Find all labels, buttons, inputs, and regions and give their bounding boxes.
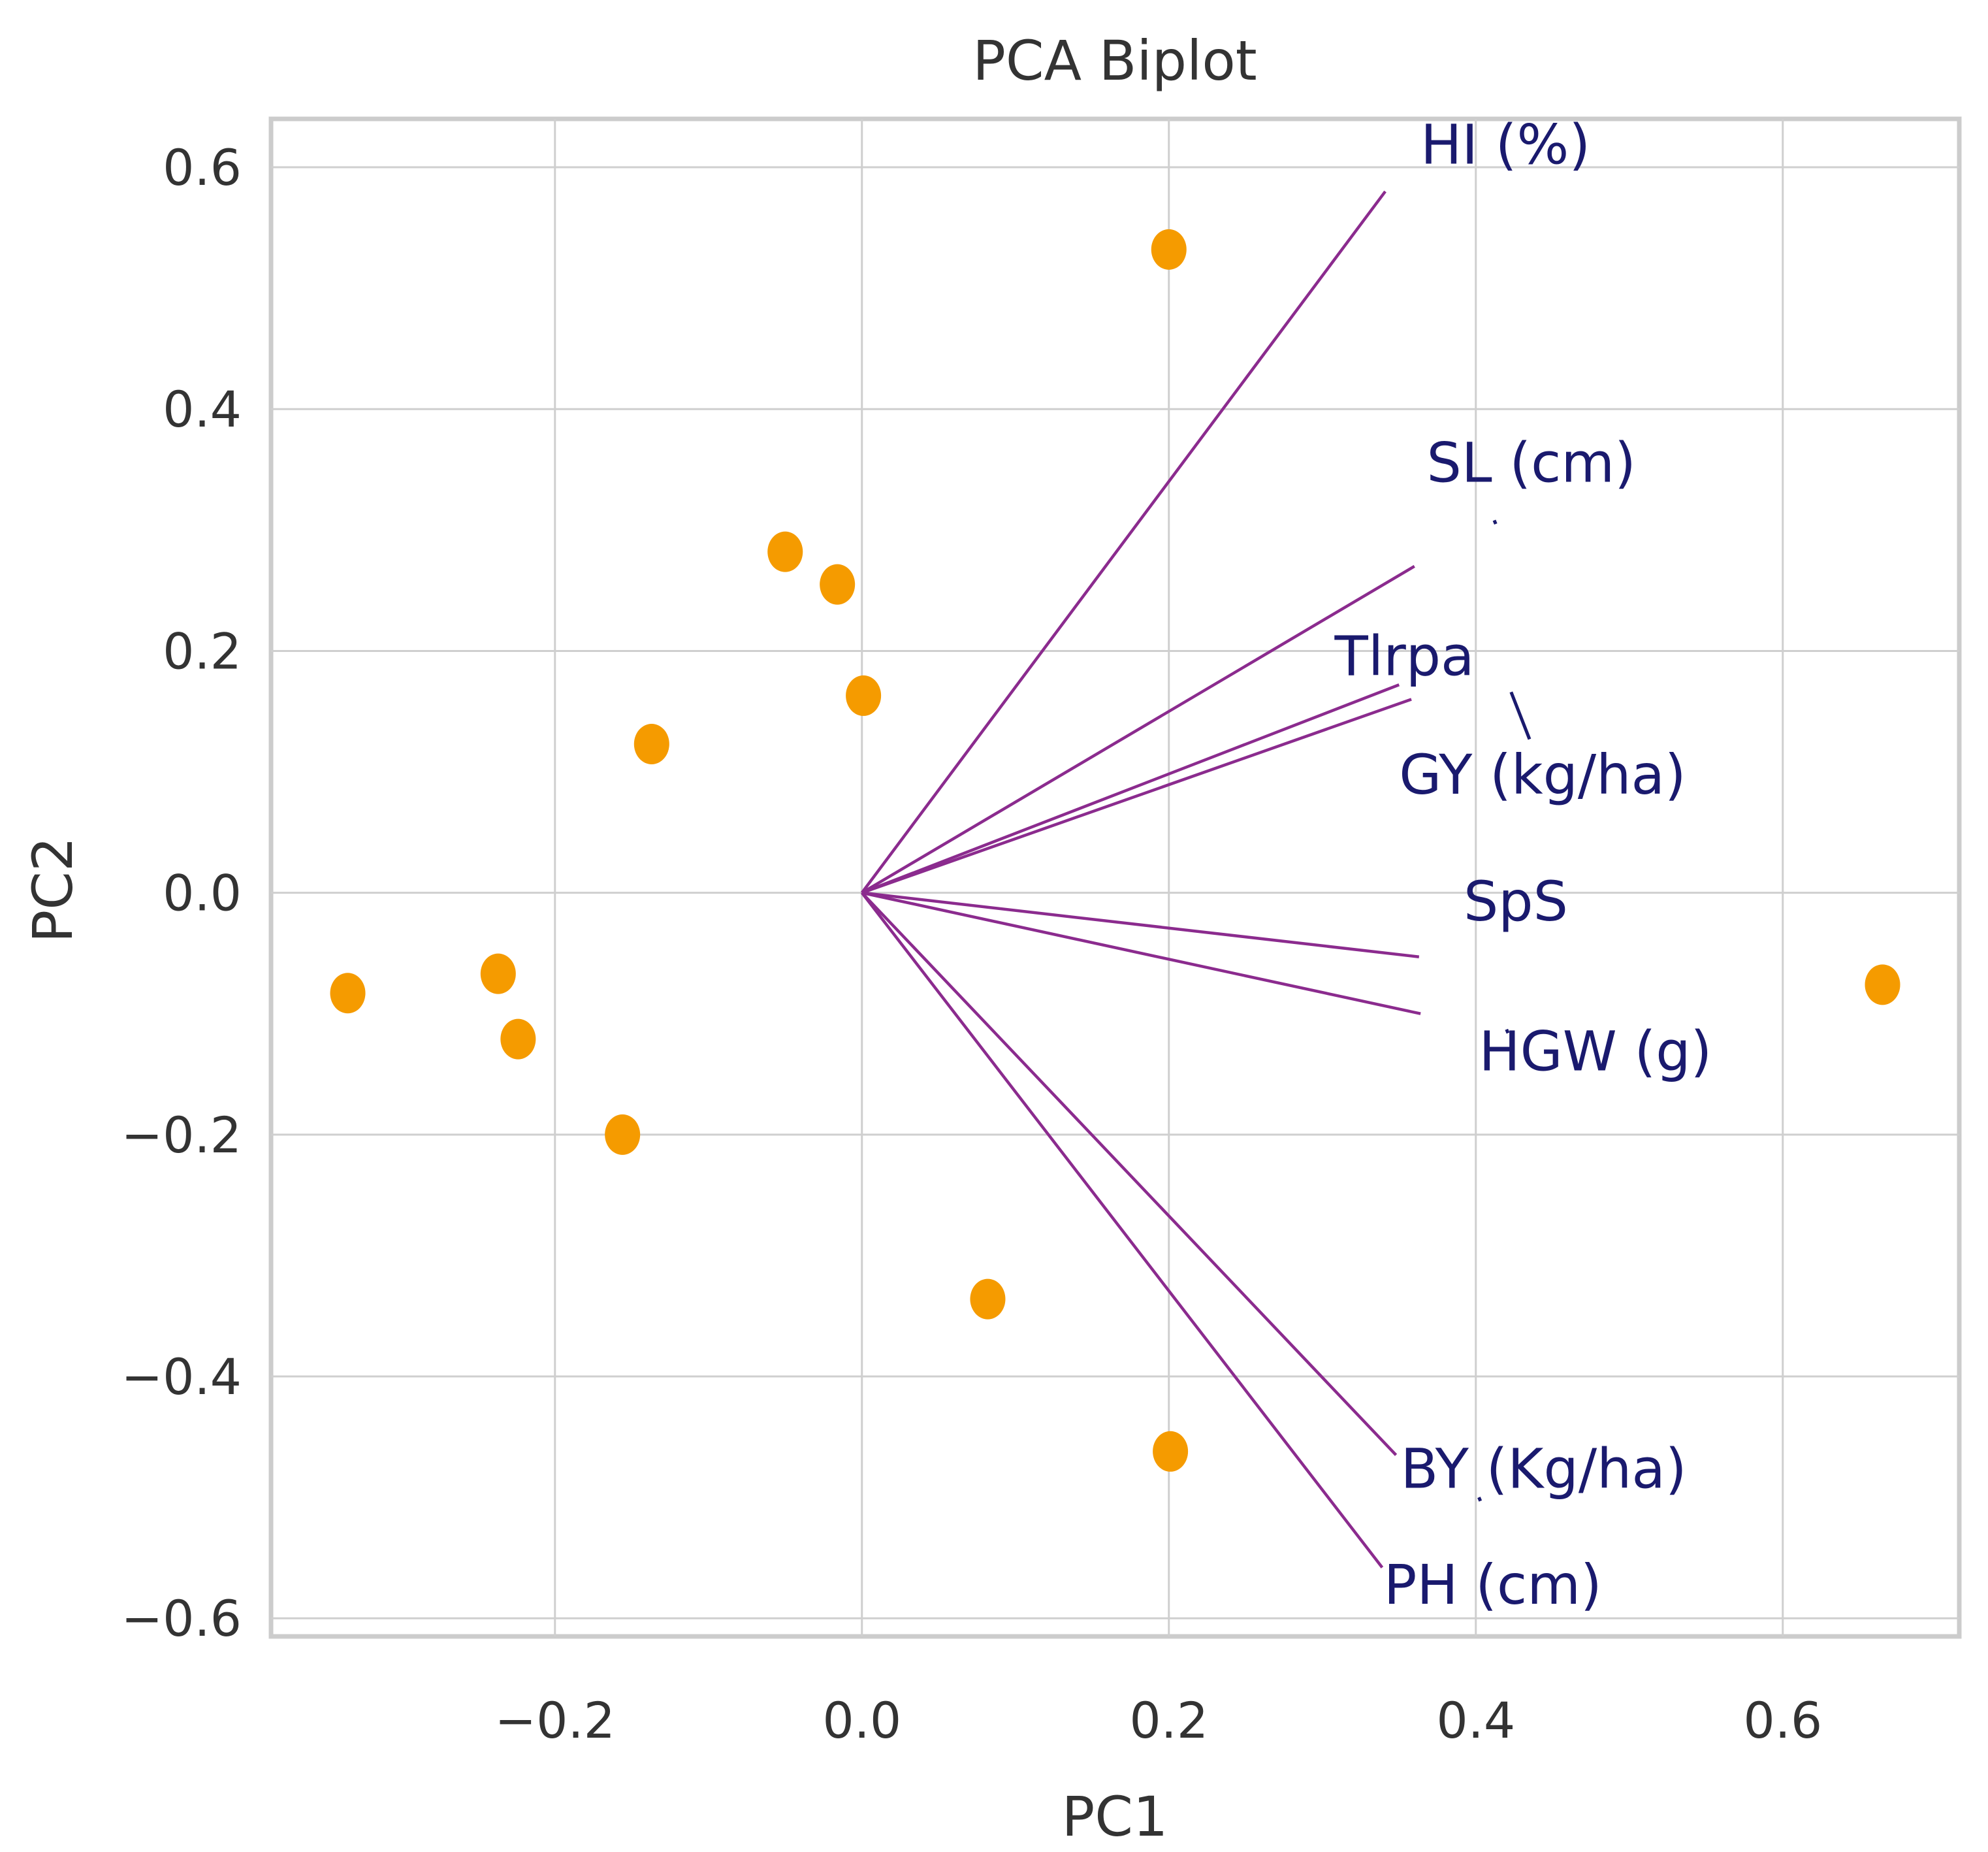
loading-vector [860,190,1387,894]
loading-vector [861,683,1400,894]
y-tick-label: −0.4 [121,1348,242,1406]
loading-label: Tlrpa [1334,624,1475,688]
loading-label: SL (cm) [1427,431,1636,495]
x-tick-label: 0.2 [1129,1691,1208,1749]
y-tick-label: −0.2 [121,1106,242,1164]
loading-label: GY (kg/ha) [1399,743,1686,807]
label-connector-mark [1509,691,1531,740]
loading-vector [861,891,1421,1015]
score-point [1151,229,1187,270]
y-tick-label: 0.4 [163,380,242,438]
loading-vector [861,892,1398,1456]
y-tick-label: 0.2 [163,622,242,680]
label-connector-mark [1477,1497,1483,1502]
loading-labels: HI (%) SL (cm) Tlrpa GY (kg/ha) SpS HGW (g) BY… [1334,112,1712,1617]
loading-vector [861,891,1420,958]
x-tick-label: 0.4 [1436,1691,1515,1749]
score-point [1865,964,1900,1005]
score-point [330,973,366,1014]
plot-area-frame [268,116,1962,1639]
y-tick-label: 0.0 [163,864,242,922]
y-axis-label: PC2 [21,837,85,943]
grid-lines [271,119,1959,1636]
label-connector-mark [1492,519,1498,525]
x-tick-label: −0.2 [494,1691,615,1749]
score-point [480,953,516,994]
score-point [846,675,882,716]
score-point [820,564,856,605]
chart-title: PCA Biplot [972,29,1257,93]
loading-label: PH (cm) [1384,1553,1602,1617]
x-tick-label: 0.6 [1743,1691,1822,1749]
loading-vector [861,698,1412,894]
loading-label: SpS [1464,869,1568,934]
x-tick-labels: −0.2 0.0 0.2 0.4 0.6 [494,1691,1822,1749]
score-point [633,723,669,764]
loading-vector [860,892,1384,1568]
x-tick-label: 0.0 [822,1691,901,1749]
loading-label: HI (%) [1420,112,1590,176]
loading-label: BY (Kg/ha) [1401,1437,1687,1501]
score-point [767,531,803,572]
loading-vectors [860,190,1421,1568]
score-point [605,1114,641,1155]
label-connector-mark [1505,1028,1510,1034]
y-tick-label: 0.6 [163,138,242,197]
loading-label: HGW (g) [1479,1020,1712,1084]
x-axis-label: PC1 [1062,1785,1168,1849]
score-point [500,1018,536,1060]
score-points [330,229,1900,1472]
label-tick-marks [1477,519,1531,1502]
y-tick-labels: 0.6 0.4 0.2 0.0 −0.2 −0.4 −0.6 [121,138,242,1648]
loading-vector [861,564,1415,894]
score-point [970,1278,1006,1320]
y-tick-label: −0.6 [121,1589,242,1648]
score-point [1153,1431,1189,1472]
